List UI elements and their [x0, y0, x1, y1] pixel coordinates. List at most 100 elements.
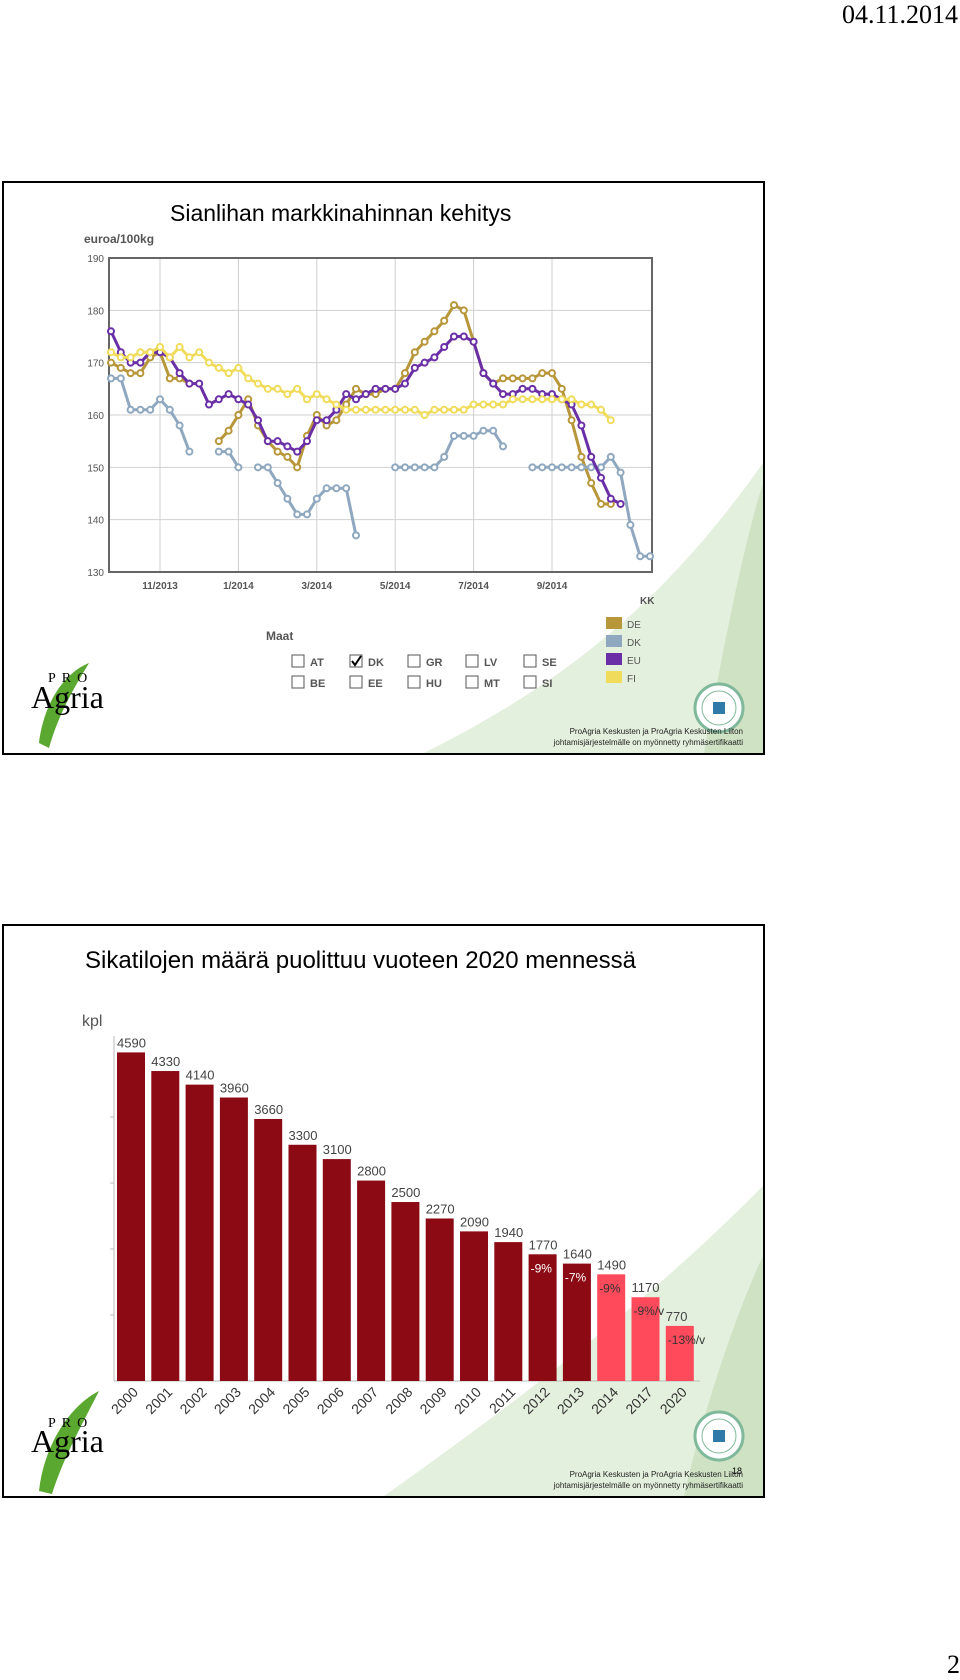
data-point-DK — [126, 405, 135, 414]
data-point-DK — [116, 374, 125, 383]
bar-value-label: 3960 — [220, 1081, 249, 1096]
data-point-FI — [538, 395, 547, 404]
category-label: 2012 — [519, 1384, 552, 1417]
x-axis-label: KK — [640, 596, 655, 607]
data-point-DK — [577, 463, 586, 472]
checkbox-label-LV: LV — [484, 657, 498, 669]
certificate-line-2: johtamisjärjestelmälle on myönnetty ryhm… — [553, 738, 743, 747]
data-point-EU — [263, 437, 272, 446]
data-point-DK — [450, 431, 458, 440]
data-point-EU — [185, 379, 194, 388]
bar-value-label: 2090 — [460, 1214, 489, 1229]
data-point-DE — [597, 499, 605, 508]
data-point-EU — [401, 379, 409, 388]
data-point-FI — [577, 400, 586, 409]
page-date: 04.11.2014 — [841, 0, 958, 29]
data-point-DK — [548, 463, 556, 472]
data-point-DK — [254, 463, 262, 472]
data-point-FI — [273, 384, 282, 393]
data-point-EU — [459, 332, 468, 341]
bar — [391, 1202, 420, 1381]
data-point-DK — [263, 463, 272, 472]
data-point-FI — [528, 395, 537, 404]
change-annotation: -7% — [565, 1271, 587, 1285]
data-point-FI — [185, 353, 194, 362]
data-point-DE — [430, 327, 439, 336]
category-label: 2007 — [348, 1384, 381, 1417]
data-point-EU — [293, 447, 302, 456]
data-point-DK — [156, 395, 164, 404]
bar — [562, 1263, 591, 1381]
checkbox-GR — [407, 654, 421, 668]
data-point-DK — [528, 463, 537, 472]
data-point-DK — [136, 405, 145, 414]
data-point-FI — [224, 369, 233, 378]
checkmark-icon — [351, 655, 362, 667]
data-point-EU — [381, 384, 390, 393]
data-point-DE — [508, 374, 517, 383]
data-point-DE — [577, 452, 586, 461]
bar-value-label: 2800 — [357, 1164, 386, 1179]
bar — [597, 1274, 626, 1381]
brand-pro-text: PRO — [48, 671, 94, 686]
category-label: 2003 — [211, 1384, 244, 1417]
certificate-line-2: johtamisjärjestelmälle on myönnetty ryhm… — [553, 1481, 743, 1490]
data-point-DK — [597, 463, 605, 472]
data-point-EU — [224, 390, 233, 399]
plot-frame — [108, 257, 653, 573]
bar — [460, 1231, 488, 1381]
data-point-FI — [165, 353, 174, 362]
category-label: 2002 — [176, 1384, 209, 1417]
bar — [254, 1118, 283, 1381]
data-point-FI — [136, 348, 145, 357]
data-point-DK — [322, 484, 331, 493]
data-point-DE — [234, 411, 243, 419]
data-point-DK — [626, 520, 635, 529]
data-point-FI — [597, 405, 605, 414]
data-point-FI — [440, 405, 449, 414]
x-tick-label: 3/2014 — [302, 581, 333, 592]
data-point-DE — [224, 426, 233, 435]
data-point-DK — [332, 484, 341, 493]
category-label: 2011 — [486, 1384, 519, 1417]
checkbox-EE — [349, 675, 363, 689]
checkbox-label-GR: GR — [426, 657, 443, 669]
checkbox-label-SE: SE — [542, 657, 557, 669]
category-label: 2004 — [245, 1384, 278, 1417]
data-point-DK — [234, 463, 243, 472]
legend-title: Maat — [266, 629, 293, 643]
data-point-DE — [401, 369, 409, 378]
bar — [357, 1180, 386, 1381]
data-point-FI — [205, 358, 213, 367]
legend-label-DK: DK — [627, 638, 641, 649]
bar-value-label: 770 — [666, 1309, 688, 1324]
data-point-EU — [420, 358, 429, 367]
data-point-DK — [175, 421, 184, 430]
data-point-EU — [254, 416, 262, 425]
series-line-DE — [110, 303, 611, 506]
data-point-DE — [352, 384, 360, 393]
data-point-DK — [557, 463, 566, 472]
legend-swatch-FI — [606, 671, 622, 683]
data-point-DE — [116, 363, 125, 372]
data-point-EU — [430, 353, 439, 362]
data-point-FI — [420, 411, 429, 419]
data-point-DE — [440, 316, 449, 325]
data-point-FI — [263, 384, 272, 393]
checkbox-LV — [465, 654, 479, 668]
data-point-DK — [469, 431, 478, 440]
y-tick-label: 160 — [87, 411, 104, 422]
category-label: 2001 — [142, 1384, 175, 1417]
data-point-FI — [293, 384, 302, 393]
bar-value-label: 4590 — [117, 1035, 146, 1050]
data-point-FI — [518, 395, 527, 404]
data-point-FI — [254, 379, 262, 388]
bar — [665, 1325, 694, 1381]
chart-title: Sianlihan markkinahinnan kehitys — [170, 200, 511, 226]
data-point-EU — [234, 395, 243, 404]
category-label: 2013 — [554, 1384, 587, 1417]
y-axis-label: kpl — [82, 1013, 102, 1030]
data-point-FI — [508, 395, 517, 404]
checkbox-label-SI: SI — [542, 678, 552, 690]
data-point-FI — [303, 395, 311, 404]
